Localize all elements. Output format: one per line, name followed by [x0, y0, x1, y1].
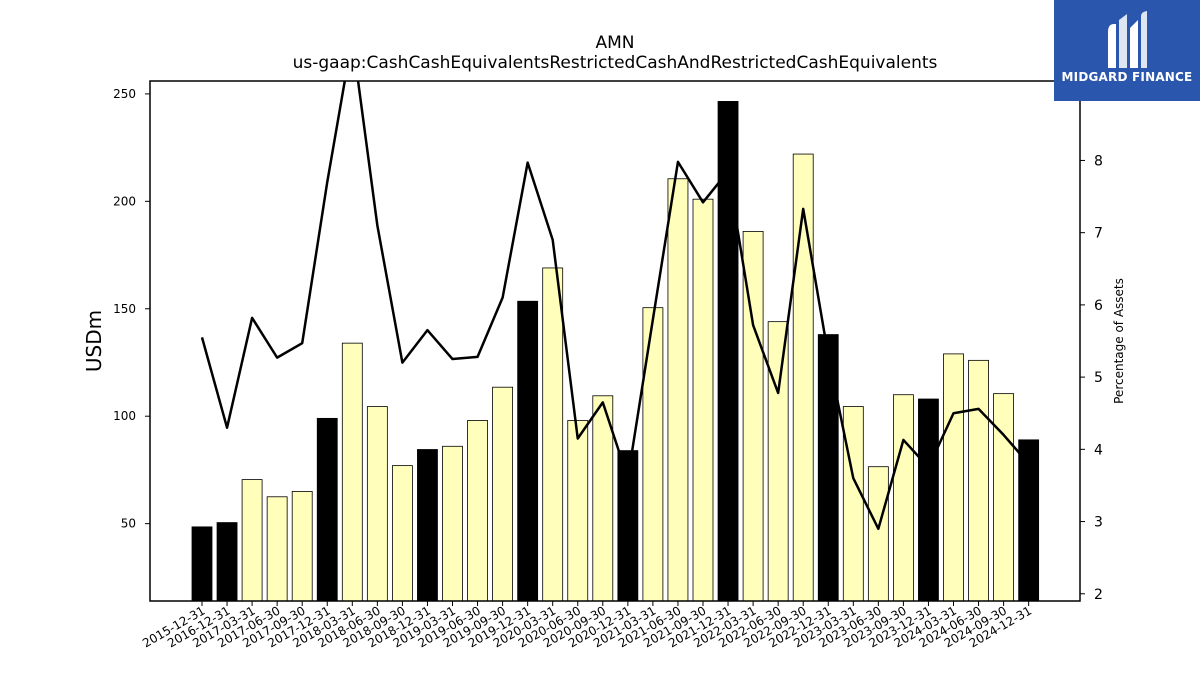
y-tick-label-right: 3	[1094, 515, 1103, 531]
bar-series	[191, 101, 1040, 602]
y-tick-label-left: 150	[113, 302, 136, 316]
bar-2022-09-30	[792, 153, 814, 602]
bar-2022-06-30	[767, 321, 789, 602]
bar-2017-03-31	[241, 479, 263, 602]
y-tick-label-left: 200	[113, 194, 136, 208]
bar-2023-06-30	[867, 466, 889, 602]
x-axis-ticks: 2015-12-312016-12-312017-03-312017-06-30…	[140, 601, 1034, 650]
bar-2023-09-30	[893, 394, 914, 602]
bar-2019-12-31	[517, 300, 539, 602]
midgard-finance-logo: MIDGARD FINANCE	[1054, 0, 1200, 101]
chart-subtitle: us-gaap:CashCashEquivalentsRestrictedCas…	[293, 53, 938, 73]
bar-2017-12-31	[316, 417, 338, 602]
y-tick-label-right: 4	[1094, 442, 1103, 458]
plot-frame	[149, 80, 1081, 602]
y-tick-label-right: 8	[1094, 153, 1103, 169]
logo-wordmark: MIDGARD FINANCE	[1061, 70, 1193, 84]
bar-2015-12-31	[191, 526, 213, 602]
y-tick-label-right: 2	[1094, 587, 1103, 603]
bar-2018-03-31	[341, 342, 363, 602]
y-tick-label-left: 250	[113, 87, 136, 101]
bar-2018-12-31	[417, 449, 438, 602]
y-axis-right-label: Percentage of Assets	[1112, 278, 1126, 404]
bar-2018-06-30	[366, 406, 388, 602]
y-axis-left-ticks: 50 100 150 200 250	[113, 87, 150, 531]
chart-title: AMN	[595, 33, 634, 53]
bar-2021-03-31	[642, 307, 664, 602]
bar-2021-06-30	[667, 178, 689, 602]
y-axis-right-ticks: 2 3 4 5 6 7 8	[1080, 153, 1103, 603]
midgard-m-logo-icon	[1108, 11, 1147, 68]
bar-2021-09-30	[692, 198, 714, 602]
bar-2016-12-31	[216, 522, 238, 602]
bar-2023-12-31	[918, 398, 939, 602]
bar-2018-09-30	[391, 465, 413, 602]
y-axis-left-label: USDm	[82, 310, 106, 372]
bar-2024-09-30	[993, 393, 1014, 602]
bar-2022-12-31	[817, 334, 839, 602]
percentage-of-assets-line	[200, 81, 1030, 531]
bar-2017-06-30	[266, 496, 288, 602]
line-series	[200, 81, 1030, 531]
y-tick-label-left: 100	[113, 409, 136, 423]
bar-2024-12-31	[1018, 439, 1040, 602]
bar-2019-09-30	[492, 386, 514, 602]
bar-2023-03-31	[842, 406, 864, 602]
bar-2024-06-30	[968, 359, 989, 602]
bar-2020-06-30	[567, 420, 589, 602]
y-tick-label-left: 50	[121, 517, 136, 531]
y-tick-label-right: 5	[1094, 370, 1103, 386]
bar-2019-06-30	[467, 420, 488, 602]
bar-2024-03-31	[943, 353, 964, 602]
bar-2019-03-31	[442, 445, 463, 602]
y-tick-label-right: 7	[1094, 226, 1103, 242]
bar-2017-09-30	[291, 491, 313, 602]
y-tick-label-right: 6	[1094, 298, 1103, 314]
bar-2020-03-31	[542, 267, 564, 602]
